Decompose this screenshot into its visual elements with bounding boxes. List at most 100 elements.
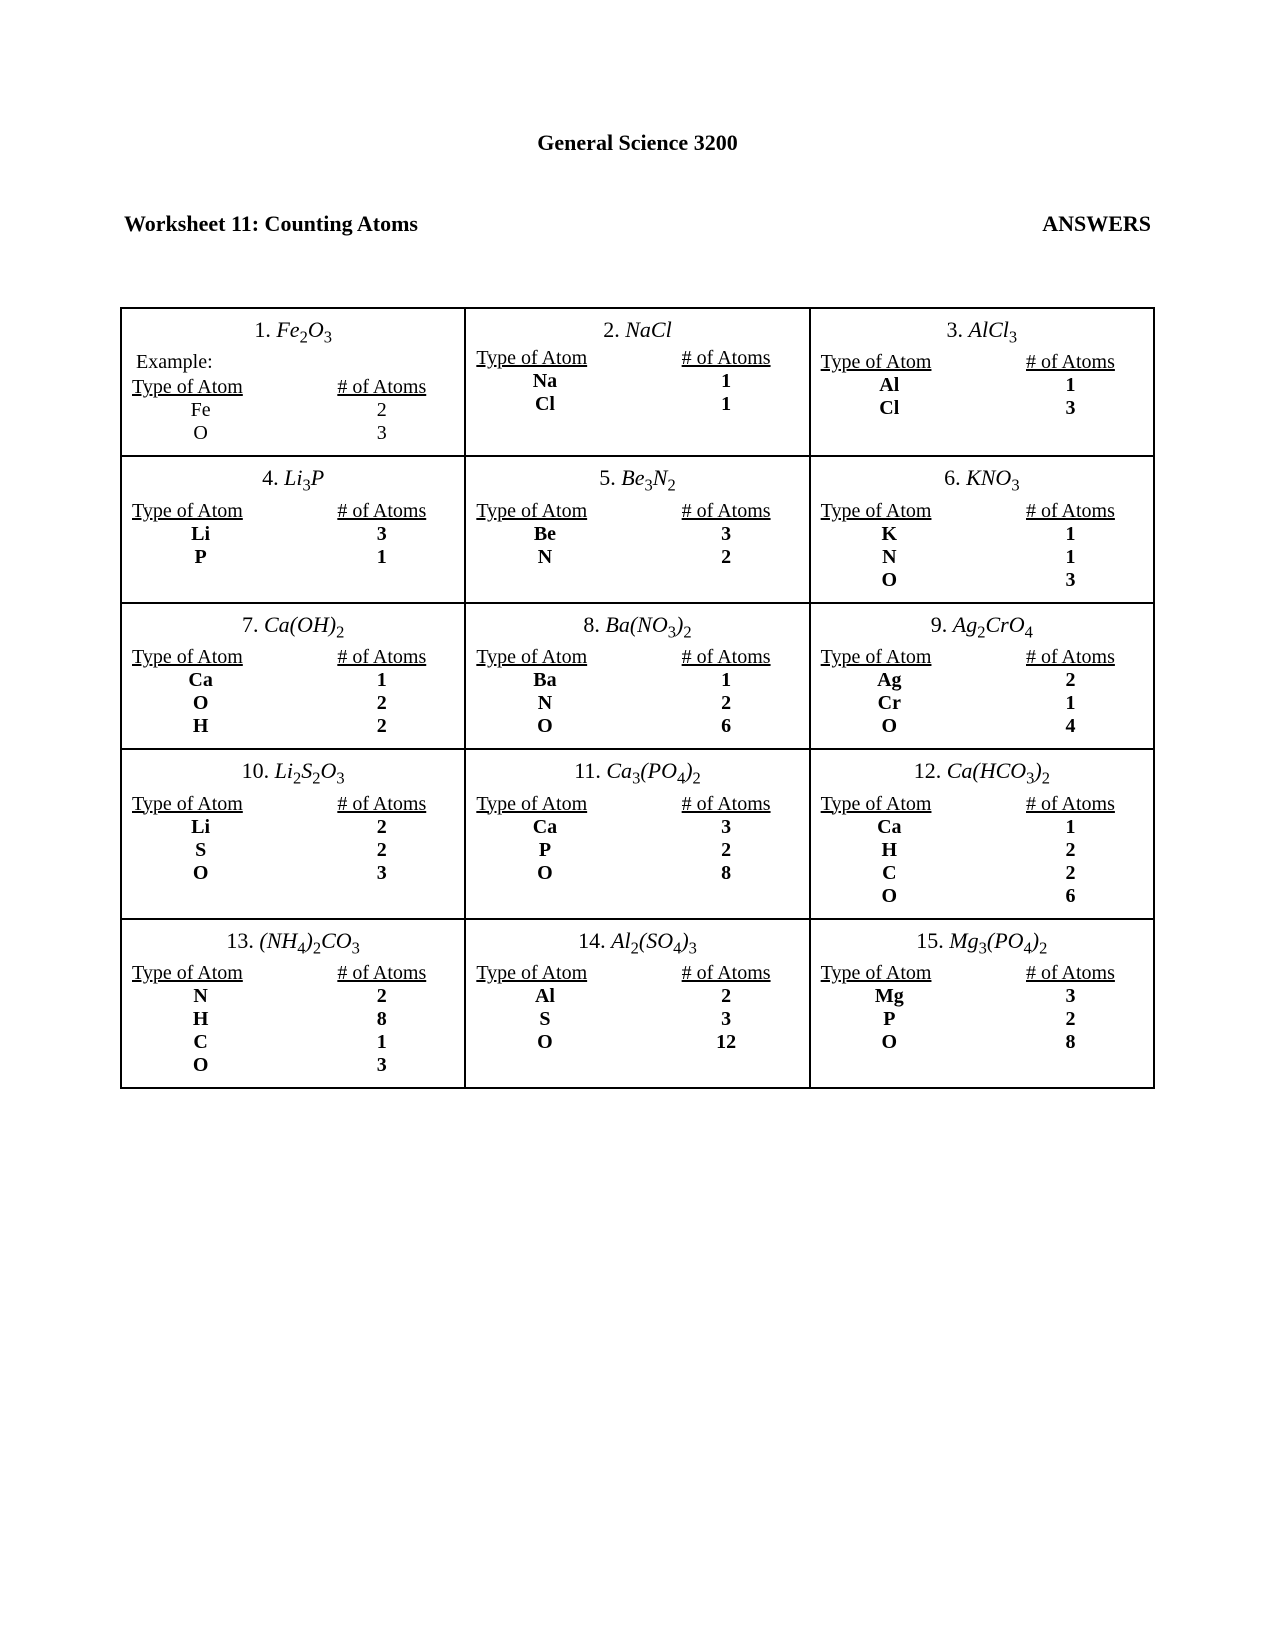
atom-row: N1 xyxy=(821,546,1143,569)
problem-cell: 6. KNO3 Type of Atom# of AtomsK1N1O3 xyxy=(810,456,1154,602)
atom-table-header: Type of Atom# of Atoms xyxy=(476,646,798,669)
atom-row: P1 xyxy=(132,546,454,569)
atom-table: Type of Atom# of AtomsCa1O2H2 xyxy=(132,646,454,738)
atom-table: Type of Atom# of AtomsLi2S2O3 xyxy=(132,793,454,885)
atom-row: H2 xyxy=(821,839,1143,862)
problem-cell: 8. Ba(NO3)2Type of Atom# of AtomsBa1N2O6 xyxy=(465,603,809,749)
atom-row: Li3 xyxy=(132,523,454,546)
atom-row: O6 xyxy=(476,715,798,738)
course-title: General Science 3200 xyxy=(120,130,1155,156)
atom-row: C2 xyxy=(821,862,1143,885)
formula-line: 4. Li3P xyxy=(132,465,454,495)
problem-cell: 4. Li3P Type of Atom# of AtomsLi3P1 xyxy=(121,456,465,602)
formula-line: 15. Mg3(PO4)2 xyxy=(821,928,1143,958)
atom-table-header: Type of Atom# of Atoms xyxy=(132,376,454,399)
formula-line: 11. Ca3(PO4)2 xyxy=(476,758,798,788)
atom-row: Ca1 xyxy=(821,816,1143,839)
atom-row: O6 xyxy=(821,885,1143,908)
atom-table-header: Type of Atom# of Atoms xyxy=(821,500,1143,523)
atom-row: Mg3 xyxy=(821,985,1143,1008)
atom-table-header: Type of Atom# of Atoms xyxy=(476,347,798,370)
problem-cell: 5. Be3N2 Type of Atom# of AtomsBe3N2 xyxy=(465,456,809,602)
atom-row: O8 xyxy=(476,862,798,885)
problem-cell: 14. Al2(SO4)3 Type of Atom# of AtomsAl2S3… xyxy=(465,919,809,1088)
atom-row: Al1 xyxy=(821,374,1143,397)
atom-row: Ca1 xyxy=(132,669,454,692)
atom-table: Type of Atom# of AtomsAl1Cl3 xyxy=(821,351,1143,420)
atom-row: O2 xyxy=(132,692,454,715)
problem-cell: 11. Ca3(PO4)2 Type of Atom# of AtomsCa3P2… xyxy=(465,749,809,918)
atom-row: N2 xyxy=(132,985,454,1008)
atom-row: O3 xyxy=(821,569,1143,592)
atom-row: O3 xyxy=(132,422,454,445)
formula-line: 10. Li2S2O3 xyxy=(132,758,454,788)
atom-row: S3 xyxy=(476,1008,798,1031)
atom-row: C1 xyxy=(132,1031,454,1054)
atom-row: H2 xyxy=(132,715,454,738)
atom-row: Cl1 xyxy=(476,393,798,416)
atom-table: Type of Atom# of AtomsCa1H2C2O6 xyxy=(821,793,1143,908)
atom-row: Ca3 xyxy=(476,816,798,839)
atom-row: P2 xyxy=(476,839,798,862)
atom-table-header: Type of Atom# of Atoms xyxy=(476,500,798,523)
problem-cell: 15. Mg3(PO4)2 Type of Atom# of AtomsMg3P2… xyxy=(810,919,1154,1088)
answers-label: ANSWERS xyxy=(1042,211,1151,237)
atom-row: Cr1 xyxy=(821,692,1143,715)
atom-table-header: Type of Atom# of Atoms xyxy=(132,646,454,669)
formula-line: 3. AlCl3 xyxy=(821,317,1143,347)
atom-table-header: Type of Atom# of Atoms xyxy=(476,793,798,816)
atom-table-header: Type of Atom# of Atoms xyxy=(821,793,1143,816)
formula-line: 2. NaCl xyxy=(476,317,798,343)
atom-row: Be3 xyxy=(476,523,798,546)
formula-line: 12. Ca(HCO3)2 xyxy=(821,758,1143,788)
atom-table-header: Type of Atom# of Atoms xyxy=(476,962,798,985)
atom-table: Type of Atom# of AtomsAg2Cr1O4 xyxy=(821,646,1143,738)
problem-cell: 13. (NH4)2CO3 Type of Atom# of AtomsN2H8C… xyxy=(121,919,465,1088)
atom-table: Type of Atom# of AtomsNa1Cl1 xyxy=(476,347,798,416)
atom-table-header: Type of Atom# of Atoms xyxy=(132,962,454,985)
atom-table: Type of Atom# of AtomsBe3N2 xyxy=(476,500,798,569)
atom-row: Cl3 xyxy=(821,397,1143,420)
problem-cell: 9. Ag2CrO4Type of Atom# of AtomsAg2Cr1O4 xyxy=(810,603,1154,749)
worksheet-page: General Science 3200 Worksheet 11: Count… xyxy=(0,0,1275,1189)
formula-line: 13. (NH4)2CO3 xyxy=(132,928,454,958)
atom-row: P2 xyxy=(821,1008,1143,1031)
problem-cell: 2. NaCl Type of Atom# of AtomsNa1Cl1 xyxy=(465,308,809,456)
atom-row: Al2 xyxy=(476,985,798,1008)
atom-row: O3 xyxy=(132,862,454,885)
example-note: Example: xyxy=(136,351,454,374)
problem-cell: 12. Ca(HCO3)2 Type of Atom# of AtomsCa1H2… xyxy=(810,749,1154,918)
atom-table-header: Type of Atom# of Atoms xyxy=(821,962,1143,985)
atom-row: H8 xyxy=(132,1008,454,1031)
formula-line: 14. Al2(SO4)3 xyxy=(476,928,798,958)
atom-row: Ag2 xyxy=(821,669,1143,692)
atom-table: Type of Atom# of AtomsN2H8C1O3 xyxy=(132,962,454,1077)
atom-table: Type of Atom# of AtomsK1N1O3 xyxy=(821,500,1143,592)
problem-grid: 1. Fe2O3Example:Type of Atom# of AtomsFe… xyxy=(120,307,1155,1089)
atom-table: Type of Atom# of AtomsFe2O3 xyxy=(132,376,454,445)
atom-table-header: Type of Atom# of Atoms xyxy=(821,351,1143,374)
atom-table: Type of Atom# of AtomsCa3P2O8 xyxy=(476,793,798,885)
atom-row: K1 xyxy=(821,523,1143,546)
atom-row: Fe2 xyxy=(132,399,454,422)
atom-row: Ba1 xyxy=(476,669,798,692)
problem-cell: 3. AlCl3 Type of Atom# of AtomsAl1Cl3 xyxy=(810,308,1154,456)
formula-line: 6. KNO3 xyxy=(821,465,1143,495)
atom-table: Type of Atom# of AtomsAl2S3O12 xyxy=(476,962,798,1054)
atom-row: O8 xyxy=(821,1031,1143,1054)
problem-cell: 10. Li2S2O3 Type of Atom# of AtomsLi2S2O3 xyxy=(121,749,465,918)
atom-row: Na1 xyxy=(476,370,798,393)
atom-row: O4 xyxy=(821,715,1143,738)
problem-cell: 1. Fe2O3 Example:Type of Atom# of AtomsFe… xyxy=(121,308,465,456)
subheading-row: Worksheet 11: Counting Atoms ANSWERS xyxy=(120,211,1155,237)
atom-row: O12 xyxy=(476,1031,798,1054)
atom-row: O3 xyxy=(132,1054,454,1077)
atom-table-header: Type of Atom# of Atoms xyxy=(132,793,454,816)
formula-line: 5. Be3N2 xyxy=(476,465,798,495)
atom-table: Type of Atom# of AtomsBa1N2O6 xyxy=(476,646,798,738)
formula-line: 1. Fe2O3 xyxy=(132,317,454,347)
atom-table-header: Type of Atom# of Atoms xyxy=(132,500,454,523)
atom-row: Li2 xyxy=(132,816,454,839)
atom-row: N2 xyxy=(476,546,798,569)
atom-row: N2 xyxy=(476,692,798,715)
